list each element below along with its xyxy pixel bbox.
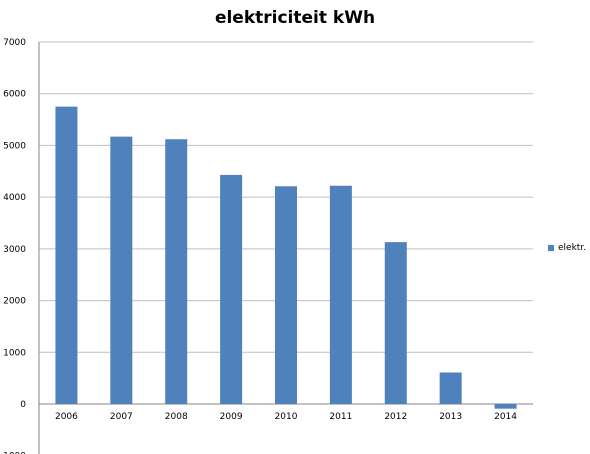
x-tick-label-2014: 2014: [494, 412, 517, 422]
y-tick-label: -1000: [0, 452, 26, 454]
x-tick-label-2008: 2008: [165, 412, 188, 422]
chart-title: elektriciteit kWh: [214, 8, 376, 28]
x-tick-label-2010: 2010: [275, 412, 298, 422]
bar-2012: [384, 242, 407, 404]
y-tick-label: 7000: [3, 38, 26, 48]
x-axis-ticks: 2006 2007 2008 2009 2010 2011 2012 2013 2014: [55, 412, 517, 422]
y-tick-label: 2000: [3, 297, 26, 307]
y-tick-label: 6000: [3, 90, 26, 100]
legend: elektr.: [548, 243, 586, 253]
bar-2006: [55, 106, 78, 405]
x-tick-label-2012: 2012: [384, 412, 407, 422]
bar-2007: [110, 136, 133, 404]
bar-2008: [165, 139, 188, 405]
y-tick-label: 0: [20, 400, 26, 410]
bar-2010: [275, 186, 297, 404]
x-tick-label-2011: 2011: [329, 412, 352, 422]
y-tick-label: 1000: [3, 348, 26, 358]
legend-label: elektr.: [558, 243, 587, 253]
bar-2011: [329, 185, 352, 404]
bar-2014: [494, 404, 517, 409]
legend-swatch: [548, 245, 554, 251]
x-tick-label-2006: 2006: [55, 412, 78, 422]
y-tick-label: 4000: [3, 193, 26, 203]
x-tick-label-2009: 2009: [220, 412, 243, 422]
bar-2009: [220, 174, 243, 404]
bars: [55, 106, 517, 409]
x-tick-label-2013: 2013: [439, 412, 462, 422]
y-tick-label: 5000: [3, 141, 26, 151]
y-tick-label: 3000: [3, 245, 26, 255]
bar-2013: [439, 372, 462, 404]
x-tick-label-2007: 2007: [110, 412, 133, 422]
y-axis-ticks: 7000 6000 5000 4000 3000 2000 1000 0 -1000: [0, 38, 26, 454]
